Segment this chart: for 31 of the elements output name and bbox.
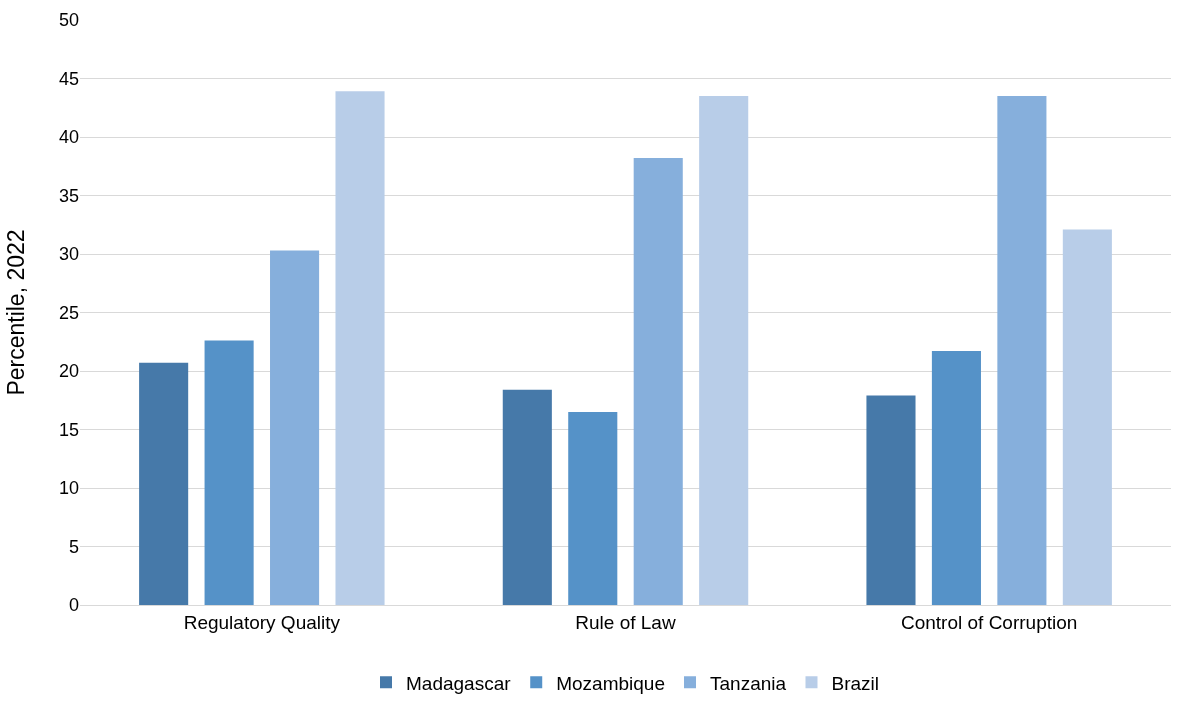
- x-tick-label: Regulatory Quality: [183, 611, 341, 633]
- y-tick-label: 10: [58, 478, 79, 499]
- bar: [931, 351, 981, 605]
- y-tick-label: 30: [58, 244, 79, 265]
- y-tick-label: 0: [68, 595, 79, 616]
- bar: [633, 158, 683, 605]
- bar: [502, 389, 552, 605]
- bar: [866, 395, 916, 605]
- y-tick-label: 25: [58, 302, 79, 323]
- bar: [335, 91, 385, 605]
- bar: [139, 362, 189, 605]
- x-tick-label: Rule of Law: [575, 611, 676, 633]
- bar: [204, 340, 254, 605]
- y-tick-label: 15: [58, 419, 79, 440]
- y-axis-title: Percentile, 2022: [3, 229, 29, 396]
- y-tick-label: 40: [58, 127, 79, 148]
- bar: [997, 96, 1047, 605]
- y-tick-label: 45: [58, 68, 79, 89]
- bar: [1062, 229, 1112, 605]
- x-tick-label: Control of Corruption: [900, 611, 1078, 633]
- bar: [270, 250, 320, 605]
- y-tick-label: 35: [58, 185, 79, 206]
- legend-label: Mozambique: [556, 672, 666, 694]
- legend-label: Madagascar: [406, 672, 512, 694]
- y-tick-label: 20: [58, 361, 79, 382]
- y-tick-label: 5: [68, 536, 79, 557]
- y-tick-label: 50: [58, 10, 79, 31]
- bar: [699, 96, 749, 605]
- legend-label: Tanzania: [710, 672, 787, 694]
- legend-label: Brazil: [831, 672, 880, 694]
- bar: [568, 411, 618, 605]
